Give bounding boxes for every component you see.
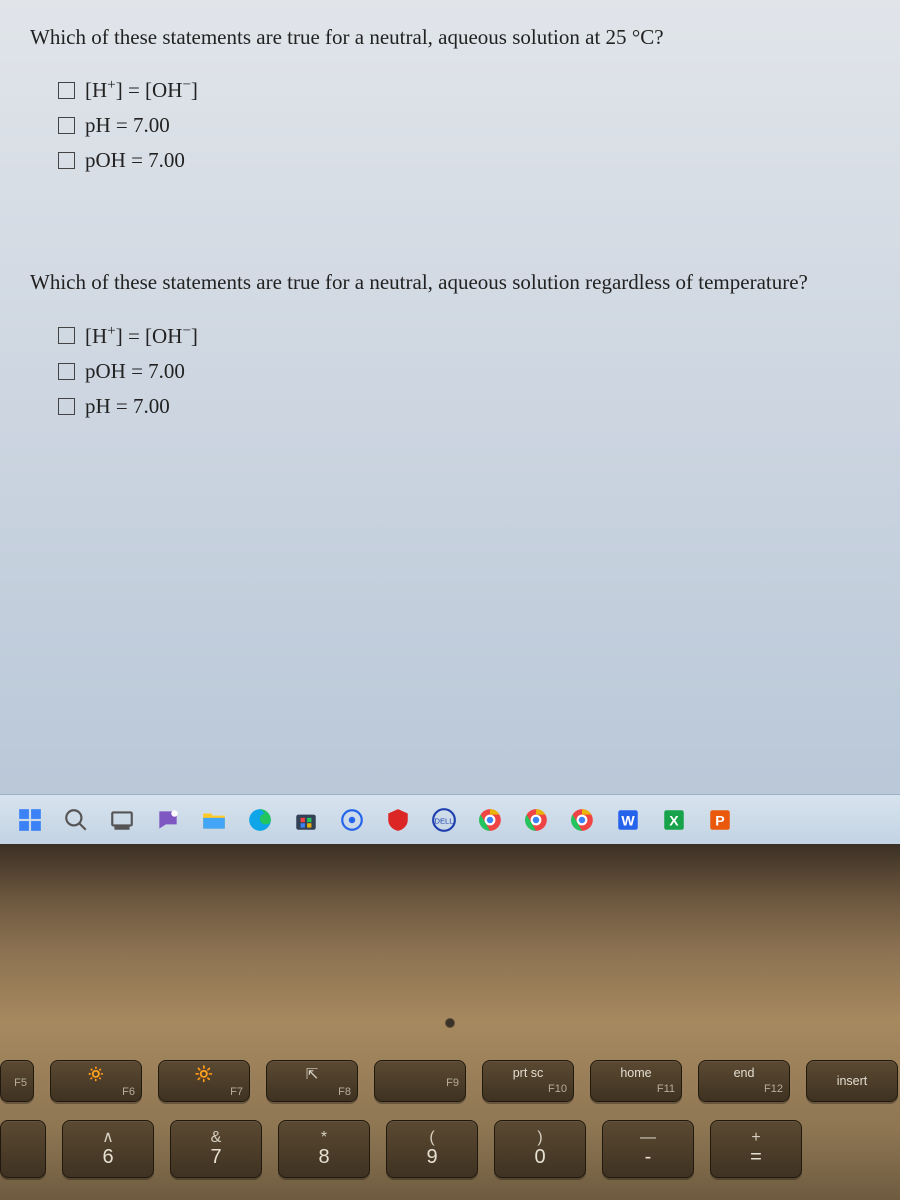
q2-option-3[interactable]: pH = 7.00 [58,394,870,419]
fn-key: prt sc F10 [482,1060,574,1102]
key-symbol: + [751,1130,760,1146]
ms-store-icon[interactable] [286,800,326,840]
key-symbol: ( [429,1130,434,1146]
physical-keyboard: F5 🔅 F6 🔆 F7 ⇱ F8 F9 prt sc F10 home F11 end F12 inser… [0,844,900,1200]
q1-option-2-label: pH = 7.00 [85,113,170,138]
fn-key: end F12 [698,1060,790,1102]
fn-key: 🔅 F6 [50,1060,142,1102]
file-explorer-icon[interactable] [194,800,234,840]
key-symbol: * [321,1130,327,1146]
key-symbol: ) [537,1130,542,1146]
key-number: = [750,1146,762,1168]
number-key: += [710,1120,802,1178]
excel-icon[interactable]: X [654,800,694,840]
mcafee-icon[interactable] [378,800,418,840]
key-number: - [645,1146,652,1168]
number-key: )0 [494,1120,586,1178]
key-top-label: insert [837,1075,868,1088]
dell-icon[interactable]: DELL [424,800,464,840]
start-icon[interactable] [10,800,50,840]
key-bottom-label: F12 [764,1083,783,1095]
key-number: 9 [426,1146,437,1168]
q2-option-1-label: [H+] = [OH−] [85,323,198,349]
number-key [0,1120,46,1178]
monitor-content: Which of these statements are true for a… [0,0,900,844]
key-bottom-label: F9 [446,1077,459,1089]
number-key: &7 [170,1120,262,1178]
number-key: *8 [278,1120,370,1178]
key-icon: 🔆 [195,1065,214,1083]
key-number: 7 [210,1146,221,1168]
key-number: 0 [534,1146,545,1168]
svg-text:P: P [715,812,724,828]
function-key-row: F5 🔅 F6 🔆 F7 ⇱ F8 F9 prt sc F10 home F11 end F12 inser… [0,1060,900,1102]
number-key-row: ∧6&7*8(9)0—-+= [0,1120,900,1178]
key-number: 6 [102,1146,113,1168]
number-key: (9 [386,1120,478,1178]
key-icon: 🔅 [87,1065,106,1083]
key-symbol: & [211,1130,222,1146]
q1-option-3-label: pOH = 7.00 [85,148,185,173]
chrome2-icon[interactable] [516,800,556,840]
q1-prefix: Which of these statements are true for a… [30,25,632,49]
question-1-text: Which of these statements are true for a… [30,24,870,51]
svg-text:DELL: DELL [435,816,454,825]
fn-key: insert [806,1060,898,1102]
key-bottom-label: F11 [657,1083,675,1095]
key-number: 8 [318,1146,329,1168]
key-top-label: prt sc [513,1067,544,1080]
fn-key: F9 [374,1060,466,1102]
q2-option-3-label: pH = 7.00 [85,394,170,419]
key-bottom-label: F8 [338,1086,351,1098]
chrome1-icon[interactable] [470,800,510,840]
question-1-options: [H+] = [OH−] pH = 7.00 pOH = 7.00 [30,77,870,173]
svg-text:X: X [669,812,679,828]
question-2-options: [H+] = [OH−] pOH = 7.00 pH = 7.00 [30,323,870,419]
chat-icon[interactable] [148,800,188,840]
key-bottom-label: F6 [122,1086,135,1098]
chrome3-icon[interactable] [562,800,602,840]
checkbox-icon[interactable] [58,363,75,380]
checkbox-icon[interactable] [58,82,75,99]
checkbox-icon[interactable] [58,398,75,415]
q1-option-2[interactable]: pH = 7.00 [58,113,870,138]
key-bottom-label: F7 [230,1086,243,1098]
q1-option-1[interactable]: [H+] = [OH−] [58,77,870,103]
fn-key: ⇱ F8 [266,1060,358,1102]
key-symbol: — [640,1130,656,1146]
svg-text:W: W [621,812,635,828]
number-key: ∧6 [62,1120,154,1178]
word-icon[interactable]: W [608,800,648,840]
checkbox-icon[interactable] [58,327,75,344]
windows-taskbar: DELL W X P [0,794,900,844]
key-top-label: home [620,1067,651,1080]
key-icon: ⇱ [306,1065,319,1083]
edge-icon[interactable] [240,800,280,840]
checkbox-icon[interactable] [58,117,75,134]
q2-option-1[interactable]: [H+] = [OH−] [58,323,870,349]
checkbox-icon[interactable] [58,152,75,169]
task-view-icon[interactable] [102,800,142,840]
settings-icon[interactable] [332,800,372,840]
question-2-text: Which of these statements are true for a… [30,269,870,296]
q1-option-3[interactable]: pOH = 7.00 [58,148,870,173]
key-symbol: ∧ [102,1130,114,1146]
q1-unit: °C? [632,25,664,49]
q2-option-2[interactable]: pOH = 7.00 [58,359,870,384]
number-key: —- [602,1120,694,1178]
q1-option-1-label: [H+] = [OH−] [85,77,198,103]
search-icon[interactable] [56,800,96,840]
fn-key: home F11 [590,1060,682,1102]
key-top-label: end [734,1067,755,1080]
fn-key: F5 [0,1060,34,1102]
key-bottom-label: F10 [548,1083,567,1095]
fn-key: 🔆 F7 [158,1060,250,1102]
camera-icon [445,1018,455,1028]
key-bottom-label: F5 [14,1077,27,1089]
q2-option-2-label: pOH = 7.00 [85,359,185,384]
powerpoint-icon[interactable]: P [700,800,740,840]
